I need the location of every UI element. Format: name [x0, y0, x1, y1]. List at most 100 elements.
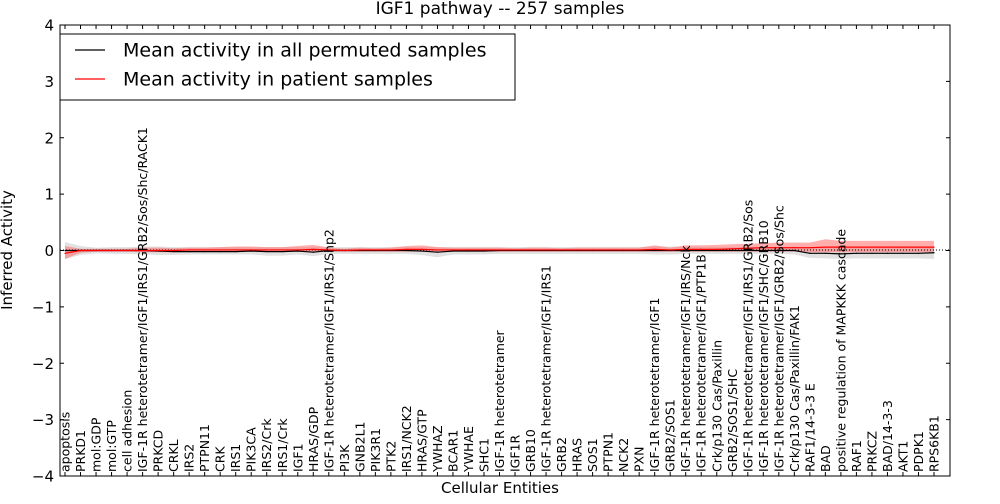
patient-data-point [545, 249, 547, 251]
x-tick-label: PRKD1 [73, 430, 88, 472]
series-lines [64, 246, 935, 255]
permuted-data-point [421, 250, 423, 252]
x-tick-label: PXN [632, 447, 647, 472]
x-tick-label: GRB2/SOS1 [663, 399, 678, 472]
x-tick-label: SOS1 [585, 438, 600, 472]
patient-data-point [452, 249, 454, 251]
x-tick-label: IRS1 [228, 444, 243, 472]
permuted-data-point [312, 251, 314, 253]
patient-data-point [529, 249, 532, 251]
x-tick-label: PIK3R1 [368, 428, 383, 472]
patient-data-point [623, 249, 625, 251]
x-tick-label: PDPK1 [911, 431, 926, 472]
x-tick-label: IGF-1R heterotetramer/IGF1/IRS1 [539, 265, 554, 472]
patient-data-point [405, 248, 407, 250]
patient-data-point [747, 247, 749, 249]
x-tick-label: AKT1 [895, 441, 910, 472]
permuted-data-point [250, 250, 252, 252]
patient-data-point [157, 249, 159, 252]
patient-data-point [359, 249, 361, 251]
patient-data-point [374, 249, 376, 251]
patient-data-point [685, 248, 687, 250]
x-tick-label: GRB10 [523, 429, 538, 472]
permuted-data-point [809, 252, 811, 254]
permuted-data-point [793, 249, 795, 252]
x-tick-label: PTPN1 [601, 432, 616, 472]
x-tick-label: NCK2 [616, 438, 631, 472]
x-tick-label: IGF-1R heterotetramer/IGF1/PTP1B [694, 254, 709, 472]
permuted-data-point [219, 251, 221, 253]
x-tick-label: IGF-1R heterotetramer/IGF1/SHC/GRB10 [756, 220, 771, 472]
patient-data-point [638, 249, 640, 251]
patient-data-point [824, 246, 826, 248]
patient-data-point [576, 249, 578, 251]
permuted-data-point [747, 249, 749, 252]
x-tick-label: IGF-1R heterotetramer/IGF1 [647, 298, 662, 472]
permuted-data-point [917, 252, 920, 254]
x-tick-label: RPS6KB1 [927, 415, 942, 472]
permuted-data-point [266, 251, 268, 253]
x-tick-label: IRS2 [182, 444, 197, 472]
y-tick-label: −2 [32, 355, 54, 373]
legend-box [59, 33, 516, 101]
patient-data-point [281, 249, 283, 251]
patient-data-point [421, 248, 423, 250]
patient-data-point [141, 249, 144, 252]
x-tick-label: SHC1 [476, 438, 491, 472]
patient-data-point [809, 247, 811, 249]
x-tick-label: IGF-1R heterotetramer [492, 329, 507, 472]
patient-data-point [436, 249, 439, 251]
x-tick-label: IGF-1R heterotetramer/IGF1/IRS1/GRB2/Sos… [135, 127, 150, 472]
x-tick-label: PTK2 [383, 441, 398, 472]
patient-data-point [343, 249, 345, 252]
permuted-data-point [405, 249, 407, 252]
x-tick-label: HRAS/GTP [414, 409, 429, 472]
y-tick-label: 1 [44, 186, 54, 204]
permuted-data-point [483, 250, 485, 252]
permuted-data-point [452, 250, 454, 252]
x-tick-label: BAD [818, 445, 833, 472]
patient-data-point [328, 249, 330, 251]
x-tick-label: PRKCD [151, 430, 166, 472]
patient-data-point [700, 248, 702, 250]
x-tick-label: IRS2/Crk [259, 418, 274, 472]
x-tick-label: YWHAE [461, 426, 476, 473]
patient-data-point [467, 249, 470, 251]
patient-data-point [235, 249, 237, 251]
permuted-data-point [840, 253, 842, 255]
confidence-bands [65, 239, 934, 259]
x-tick-label: mol:GTP [104, 420, 119, 472]
legend: Mean activity in all permuted samples Me… [59, 33, 516, 101]
permuted-data-point [654, 249, 656, 252]
patient-data-point [840, 246, 842, 248]
permuted-data-point [886, 252, 889, 254]
x-tick-label: HRAS/GDP [306, 406, 321, 472]
patient-data-point [266, 249, 268, 251]
permuted-data-point [855, 252, 858, 254]
x-tick-label: IRS1/Crk [275, 418, 290, 472]
x-tick-label: PI3K [337, 444, 352, 472]
permuted-data-point [436, 251, 439, 253]
y-axis-label: Inferred Activity [0, 190, 16, 310]
legend-label-patient: Mean activity in patient samples [123, 69, 433, 91]
patient-data-point [188, 249, 190, 251]
patient-data-point [793, 247, 795, 249]
patient-data-point [173, 249, 175, 252]
x-tick-label: IRS1/NCK2 [399, 405, 414, 472]
patient-data-point [514, 249, 516, 251]
patient-data-point [902, 246, 904, 248]
permuted-data-point [824, 252, 826, 254]
y-axis-ticks: −4 −3 −2 −1 0 1 2 3 4 [32, 17, 950, 486]
patient-data-point [390, 249, 392, 251]
x-tick-label: cell adhesion [120, 390, 135, 472]
x-tick-label: GRB2 [554, 437, 569, 472]
patient-data-point [250, 249, 252, 251]
patient-data-point [312, 248, 314, 250]
x-tick-label: HRAS [570, 438, 585, 472]
permuted-data-point [235, 251, 237, 253]
legend-label-permuted: Mean activity in all permuted samples [123, 40, 486, 62]
permuted-data-point [778, 249, 780, 252]
permuted-data-point [716, 249, 718, 252]
patient-data-point [483, 249, 485, 251]
x-tick-label: PIK3CA [244, 427, 259, 472]
